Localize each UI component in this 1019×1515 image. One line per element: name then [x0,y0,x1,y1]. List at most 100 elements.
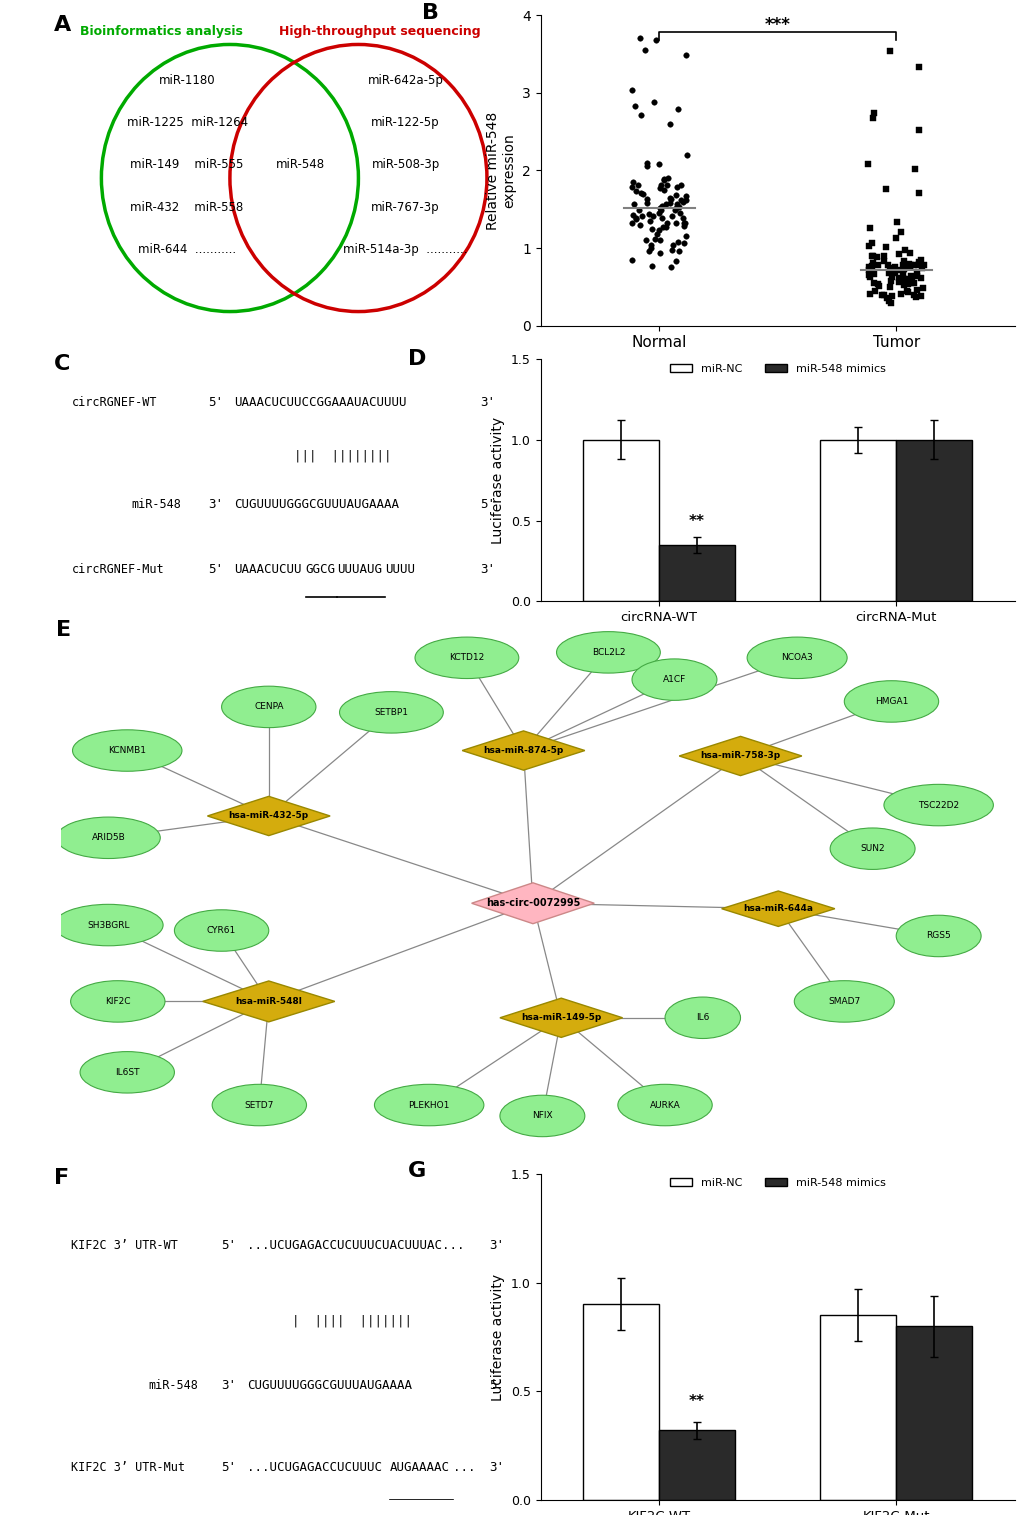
Ellipse shape [829,829,914,870]
Point [677,44,693,68]
Point [902,271,918,295]
Point [884,256,901,280]
Point [668,230,685,255]
Point [896,273,912,297]
Point [882,265,899,289]
Point [897,238,913,262]
Point [878,286,895,311]
Text: HMGA1: HMGA1 [874,697,907,706]
Text: RGS5: RGS5 [925,932,950,941]
Point [677,224,693,248]
Point [890,267,906,291]
Point [894,258,910,282]
Point [668,192,685,217]
Ellipse shape [56,817,160,859]
Text: miR-1225  miR-1264: miR-1225 miR-1264 [126,117,248,129]
Point [881,291,898,315]
Point [880,256,897,280]
Point [896,267,912,291]
Point [661,191,678,215]
Point [639,155,655,179]
Polygon shape [207,797,330,836]
Point [671,195,687,220]
Y-axis label: Luciferase activity: Luciferase activity [491,417,504,544]
Text: NFIX: NFIX [532,1112,552,1121]
Point [902,270,918,294]
Point [865,279,881,303]
Point [881,39,898,64]
Text: ...UCUGAGACCUCUUUC: ...UCUGAGACCUCUUUC [247,1460,382,1474]
Text: |||  ||||||||: ||| |||||||| [293,450,391,462]
Point [642,232,658,256]
Polygon shape [462,730,584,770]
Ellipse shape [81,1051,174,1092]
Point [640,201,656,226]
Point [860,255,876,279]
Point [897,267,913,291]
Point [874,248,891,273]
Text: 3': 3' [221,1379,236,1392]
Ellipse shape [70,980,165,1023]
Point [886,261,902,285]
Point [913,256,929,280]
Text: 3': 3' [480,564,495,576]
Point [661,186,678,211]
Point [880,261,897,285]
Text: miR-514a-3p  ...........: miR-514a-3p ........... [343,244,468,256]
Text: 5': 5' [489,1379,503,1392]
Point [877,235,894,259]
Polygon shape [471,883,594,924]
Text: C: C [54,355,70,374]
Point [641,209,657,233]
Polygon shape [499,998,622,1038]
Point [901,241,917,265]
Text: UUUU: UUUU [384,564,415,576]
Point [875,244,892,268]
Text: F: F [54,1168,69,1188]
Text: miR-767-3p: miR-767-3p [371,201,439,214]
Point [906,158,922,182]
Text: BCL2L2: BCL2L2 [591,648,625,658]
Point [669,97,686,121]
Ellipse shape [374,1085,483,1126]
Point [632,103,648,127]
Point [658,211,675,235]
Point [663,205,680,229]
Point [679,142,695,167]
Text: A1CF: A1CF [662,676,686,685]
Point [676,211,692,235]
Point [661,112,678,136]
Point [651,241,667,265]
Point [658,173,675,197]
Text: hsa-miR-149-5p: hsa-miR-149-5p [521,1014,601,1023]
Point [905,283,921,308]
Text: miR-508-3p: miR-508-3p [371,159,439,171]
Text: circRGNEF-Mut: circRGNEF-Mut [71,564,164,576]
Point [898,279,914,303]
Point [895,253,911,277]
Point [671,239,687,264]
Point [655,167,672,191]
Point [882,270,899,294]
Text: KIF2C 3’ UTR-WT: KIF2C 3’ UTR-WT [71,1239,178,1253]
Text: hsa-miR-548l: hsa-miR-548l [235,997,302,1006]
Text: circRGNEF-WT: circRGNEF-WT [71,397,157,409]
Point [630,197,646,221]
Point [639,191,655,215]
Text: KCNMB1: KCNMB1 [108,745,146,754]
Text: ***: *** [764,15,790,33]
Text: |  ||||  |||||||: | |||| ||||||| [291,1314,412,1327]
Point [869,273,886,297]
Point [646,227,662,251]
Point [659,167,676,191]
Bar [658,1430,735,1500]
Point [910,118,926,142]
Text: KIF2C: KIF2C [105,997,130,1006]
Bar [583,1304,658,1500]
Point [887,226,903,250]
Point [865,100,881,124]
Text: 5': 5' [208,397,223,409]
Text: IL6ST: IL6ST [115,1068,140,1077]
Point [662,255,679,279]
Text: miR-1180: miR-1180 [159,74,215,86]
